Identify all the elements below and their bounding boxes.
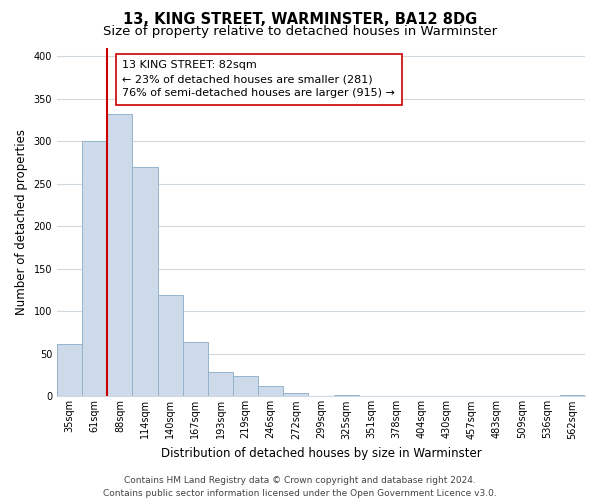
Text: Contains HM Land Registry data © Crown copyright and database right 2024.
Contai: Contains HM Land Registry data © Crown c…: [103, 476, 497, 498]
Bar: [107, 114, 133, 397]
X-axis label: Distribution of detached houses by size in Warminster: Distribution of detached houses by size …: [161, 447, 481, 460]
Text: Size of property relative to detached houses in Warminster: Size of property relative to detached ho…: [103, 25, 497, 38]
Bar: [233, 376, 258, 396]
Bar: [82, 141, 107, 397]
Bar: [208, 372, 233, 396]
Bar: [258, 386, 283, 396]
Bar: [158, 295, 183, 396]
Bar: [560, 394, 585, 396]
Bar: [283, 393, 308, 396]
Bar: [334, 394, 359, 396]
Bar: [183, 342, 208, 396]
Y-axis label: Number of detached properties: Number of detached properties: [15, 129, 28, 315]
Text: 13 KING STREET: 82sqm
← 23% of detached houses are smaller (281)
76% of semi-det: 13 KING STREET: 82sqm ← 23% of detached …: [122, 60, 395, 98]
Bar: [57, 344, 82, 396]
Bar: [133, 166, 158, 396]
Text: 13, KING STREET, WARMINSTER, BA12 8DG: 13, KING STREET, WARMINSTER, BA12 8DG: [123, 12, 477, 28]
